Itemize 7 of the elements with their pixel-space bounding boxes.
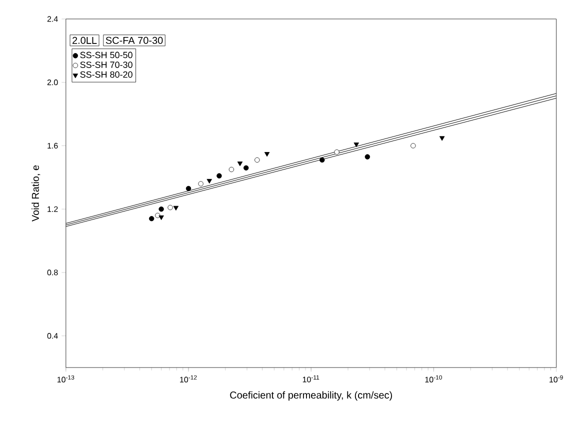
annotation: SC-FA 70-30 (106, 36, 163, 44)
annotation: 2.0LL (72, 36, 97, 44)
y-axis-title: Void Ratio, e (32, 165, 40, 222)
x-axis-title: Coeficient of permeability, k (cm/sec) (230, 391, 392, 400)
legend-label: SS-SH 70-30 (80, 61, 132, 68)
legend-label: SS-SH 50-50 (80, 52, 132, 58)
legend-label: SS-SH 80-20 (80, 71, 132, 78)
